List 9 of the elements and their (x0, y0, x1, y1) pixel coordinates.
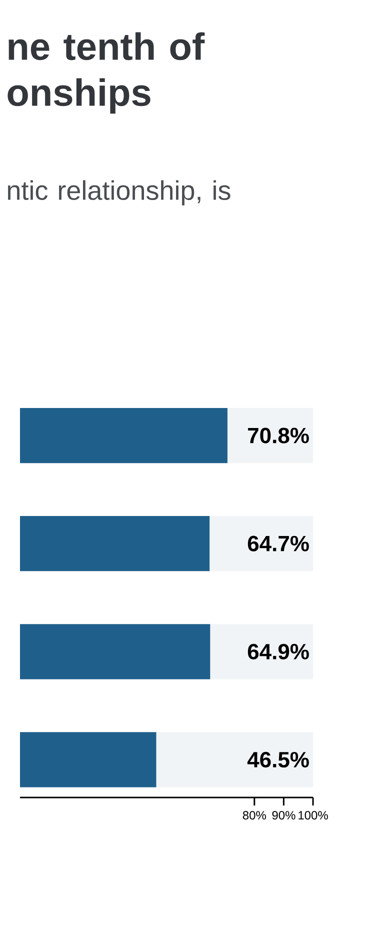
x-tick-label: 80% (242, 811, 266, 820)
data-label: 70.8% (248, 428, 309, 444)
chart-subtitle: ntic relationship, is (8, 180, 230, 206)
x-tick-label: 90% (272, 811, 296, 820)
data-label: 64.9% (248, 644, 309, 660)
data-label: 64.7% (248, 536, 309, 552)
data-label: 46.5% (247, 752, 309, 768)
chart-title: ne tenth of onships (8, 32, 205, 114)
x-tick-label: 100% (298, 811, 328, 820)
